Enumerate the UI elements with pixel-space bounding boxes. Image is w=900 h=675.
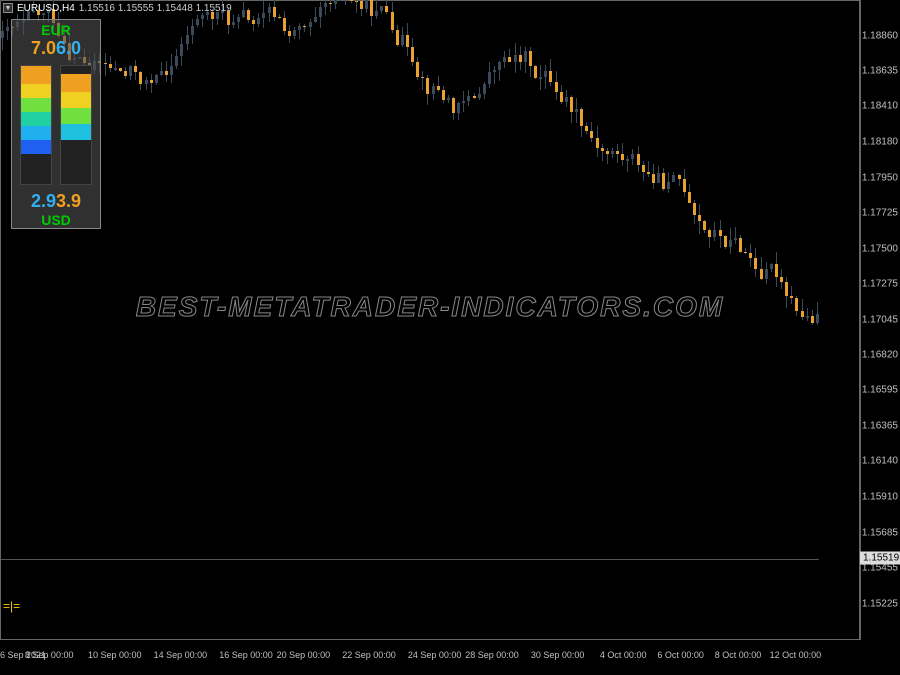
y-axis: 1.18860 1.18635 1.18410 1.18180 1.17950 1.177… — [860, 0, 900, 640]
y-axis-tick: 1.18635 — [862, 66, 898, 77]
y-axis-tick: 1.15225 — [862, 599, 898, 610]
x-axis-tick: 24 Sep 00:00 — [408, 650, 462, 660]
x-axis-tick: 28 Sep 00:00 — [465, 650, 519, 660]
x-axis-tick: 4 Oct 00:00 — [600, 650, 647, 660]
y-axis-tick: 1.18860 — [862, 30, 898, 41]
x-axis-tick: 10 Sep 00:00 — [88, 650, 142, 660]
y-axis-tick: 1.16820 — [862, 349, 898, 360]
y-axis-tick: 1.16365 — [862, 421, 898, 432]
x-axis-tick: 12 Oct 00:00 — [770, 650, 822, 660]
indicator-value: 2.9 — [31, 191, 56, 211]
current-price-label: 1.15519 — [860, 552, 900, 565]
y-axis-tick: 1.17045 — [862, 314, 898, 325]
x-axis-tick: 8 Oct 00:00 — [715, 650, 762, 660]
x-axis-tick: 16 Sep 00:00 — [219, 650, 273, 660]
x-axis-tick: 20 Sep 00:00 — [277, 650, 331, 660]
x-axis-tick: 14 Sep 00:00 — [154, 650, 208, 660]
y-axis-tick: 1.16595 — [862, 385, 898, 396]
current-price-line — [1, 559, 819, 560]
y-axis-tick: 1.17725 — [862, 208, 898, 219]
symbol-label: EURUSD,H4 — [17, 3, 75, 14]
x-axis-tick: 30 Sep 00:00 — [531, 650, 585, 660]
currency-strength-indicator: EUR 7.06.0 2.93.9 USD — [11, 19, 101, 229]
x-axis-tick: 6 Oct 00:00 — [657, 650, 704, 660]
y-axis-tick: 1.17500 — [862, 243, 898, 254]
chart-header: ▼ EURUSD,H4 1.15516 1.15555 1.15448 1.15… — [1, 1, 232, 15]
y-axis-tick: 1.18410 — [862, 101, 898, 112]
ohlc-values: 1.15516 1.15555 1.15448 1.15519 — [79, 3, 232, 14]
y-axis-tick: 1.17275 — [862, 278, 898, 289]
chevron-down-icon[interactable]: ▼ — [3, 3, 13, 13]
x-axis: 6 Sep 20218 Sep 00:0010 Sep 00:0014 Sep … — [0, 640, 860, 660]
chart-window[interactable]: ▼ EURUSD,H4 1.15516 1.15555 1.15448 1.15… — [0, 0, 860, 640]
indicator-top-label: EUR — [12, 22, 100, 38]
indicator-bottom-values: 2.93.9 — [12, 191, 100, 212]
indicator-bottom-label: USD — [12, 212, 100, 228]
x-axis-tick: 22 Sep 00:00 — [342, 650, 396, 660]
indicator-bar-2 — [60, 65, 92, 185]
indicator-value: 6.0 — [56, 38, 81, 58]
y-axis-tick: 1.17950 — [862, 173, 898, 184]
y-axis-tick: 1.15910 — [862, 492, 898, 503]
y-axis-tick: 1.16140 — [862, 456, 898, 467]
indicator-bars — [20, 65, 92, 185]
left-marker: =|= — [3, 599, 20, 613]
indicator-value: 3.9 — [56, 191, 81, 211]
indicator-top-values: 7.06.0 — [12, 38, 100, 59]
x-axis-tick: 8 Sep 00:00 — [25, 650, 74, 660]
indicator-bar-1 — [20, 65, 52, 185]
y-axis-tick: 1.15685 — [862, 527, 898, 538]
indicator-value: 7.0 — [31, 38, 56, 58]
chart-area[interactable] — [1, 15, 821, 625]
y-axis-tick: 1.18180 — [862, 137, 898, 148]
